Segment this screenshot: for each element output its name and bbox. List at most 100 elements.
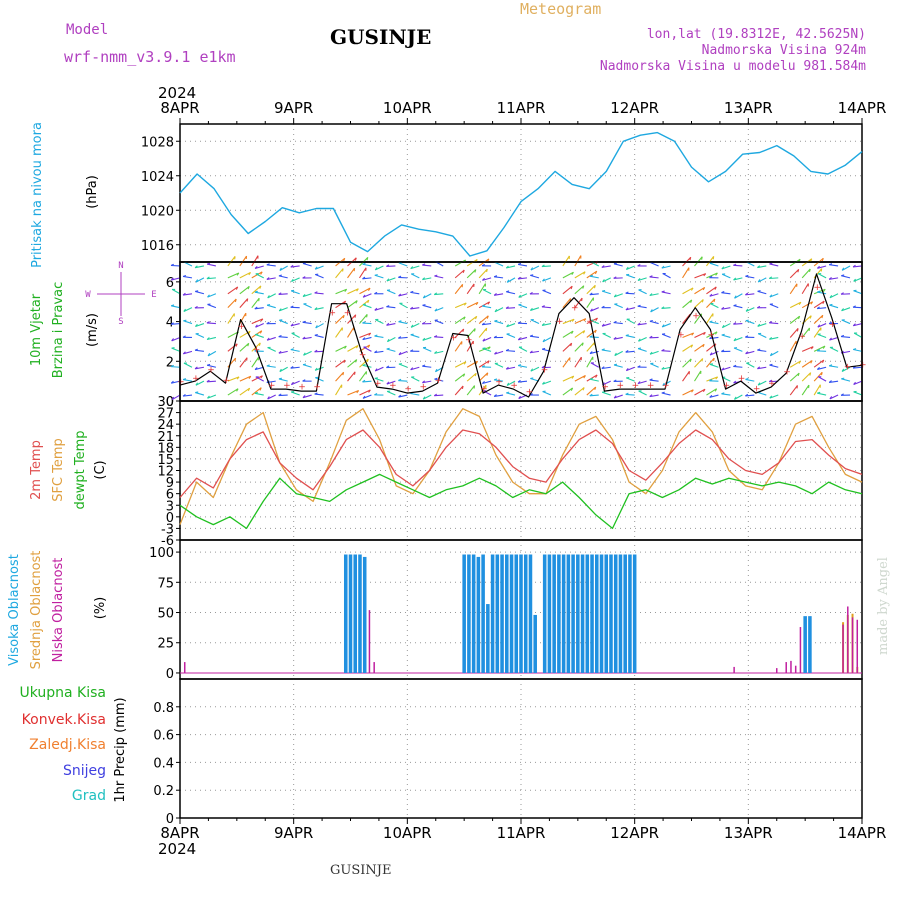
high-cloud-bar [566, 554, 571, 673]
wind-arrow [706, 388, 717, 396]
wind-arrow [359, 332, 371, 338]
wind-arrow [374, 307, 384, 311]
wind-arrow-head [530, 274, 534, 276]
wind-arrow [291, 380, 300, 386]
wind-arrow [721, 334, 731, 338]
wind-arrow [722, 323, 731, 329]
wind-arrow [662, 323, 671, 328]
wind-arrow-head [841, 267, 845, 271]
wind-arrow [813, 359, 825, 368]
wind-arrow-head [206, 363, 211, 366]
wind-arrow [434, 307, 444, 312]
wind-arrow [170, 323, 181, 325]
top-day-label: 13APR [724, 99, 773, 117]
wind-arrow-head [625, 392, 629, 395]
wind-arrow [171, 305, 181, 309]
wind-arrow-head [714, 388, 718, 392]
wind-arrow [422, 365, 432, 368]
wind-arrow-head [487, 301, 491, 305]
wind-arrow [375, 366, 384, 372]
wind-arrow-head [841, 274, 845, 277]
wind-arrow [518, 364, 528, 368]
wind-arrow [362, 336, 372, 341]
high-cloud-bar [599, 554, 604, 673]
wind-arrow-head [757, 366, 761, 370]
wind-arrow [506, 277, 516, 283]
wind-arrow [254, 366, 264, 371]
wind-arrow-head [362, 321, 366, 324]
wind-arrow-head [481, 263, 486, 267]
wind-arrow [757, 380, 767, 386]
wind-arrow-head [171, 304, 175, 307]
wind-gust-marker: + [814, 283, 822, 293]
wind-arrow [721, 265, 731, 270]
ytick-label: 100 [149, 546, 174, 561]
wind-arrow-head [810, 301, 814, 305]
wind-arrow [506, 323, 516, 328]
wind-arrow [466, 269, 477, 279]
wind-arrow [398, 336, 408, 339]
wind-arrow [853, 391, 863, 396]
wind-arrow [335, 384, 343, 396]
wind-arrow [662, 273, 671, 279]
wind-gust-marker: + [253, 345, 261, 355]
wind-arrow [291, 277, 300, 283]
wind-arrow-head [386, 347, 390, 350]
wind-arrow [733, 305, 743, 309]
wind-arrow [709, 394, 719, 398]
wind-arrow [183, 350, 193, 355]
wind-gust-marker: + [692, 312, 700, 322]
wind-arrow [801, 360, 813, 368]
model-label: Model [66, 22, 108, 38]
low-cloud-bar [856, 619, 859, 673]
wind-arrow [171, 288, 181, 295]
low-cloud-bar [776, 668, 778, 673]
wind-arrow [706, 376, 718, 382]
wind-arrow-head [529, 307, 533, 311]
wind-arrow [517, 277, 528, 280]
wind-arrow [466, 372, 477, 382]
wind-arrow [206, 277, 216, 280]
wind-arrow-head [314, 349, 318, 353]
wind-arrow [530, 274, 540, 279]
wind-arrow [745, 378, 755, 382]
wind-arrow [602, 391, 611, 396]
wind-arrow-head [541, 264, 545, 268]
wind-arrow [661, 291, 671, 295]
wind-arrow-head [582, 387, 585, 391]
wind-arrow [638, 289, 647, 295]
wind-arrow [625, 307, 635, 311]
temp2m-label: 2m Temp [29, 440, 44, 500]
wind-arrow [574, 255, 582, 267]
year-label-top: 2024 [158, 84, 196, 102]
wind-gust-marker: + [859, 361, 867, 371]
frozen-precip-label: Zaledj.Kisa [29, 737, 106, 753]
wind-arrow [801, 327, 810, 338]
wind-arrow [745, 275, 755, 279]
wind-arrow-head [194, 348, 198, 351]
top-day-label: 14APR [838, 99, 887, 117]
wind-arrow [335, 359, 346, 368]
wind-arrow-head [486, 372, 489, 376]
high-cloud-bar [547, 554, 552, 673]
wind-arrow-head [721, 266, 725, 270]
wind-arrow-head [266, 263, 270, 266]
wind-arrow [829, 293, 839, 299]
wind-arrow-head [721, 324, 725, 328]
wind-arrow [613, 322, 623, 325]
wind-arrow [734, 394, 743, 400]
wind-arrow-head [517, 337, 521, 341]
wind-arrow-head [266, 277, 270, 280]
high-cloud-bar [613, 554, 618, 673]
ytick-label: 3 [166, 499, 174, 514]
wind-arrow-head [757, 279, 761, 283]
wind-arrow [454, 259, 466, 267]
wind-arrow-head [689, 257, 692, 261]
wind-arrow-head [170, 364, 174, 368]
wind-arrow-head [721, 392, 725, 395]
wind-arrow [291, 332, 300, 338]
wind-arrow-head [314, 291, 318, 294]
wind-arrow-head [366, 358, 369, 363]
wind-arrow [813, 371, 823, 382]
wind-arrow-head [463, 361, 467, 365]
